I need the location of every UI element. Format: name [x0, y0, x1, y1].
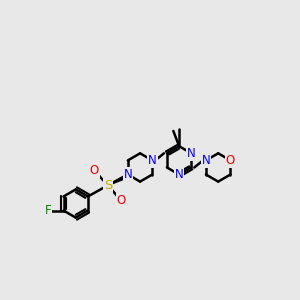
Text: N: N [202, 154, 210, 167]
Text: N: N [187, 147, 196, 160]
Text: O: O [226, 154, 235, 167]
Text: F: F [45, 204, 51, 217]
Text: N: N [124, 168, 132, 181]
Text: S: S [104, 179, 112, 192]
Text: N: N [175, 168, 184, 181]
Text: N: N [148, 154, 157, 167]
Text: O: O [117, 194, 126, 207]
Text: N: N [124, 168, 132, 181]
Text: O: O [90, 164, 99, 177]
